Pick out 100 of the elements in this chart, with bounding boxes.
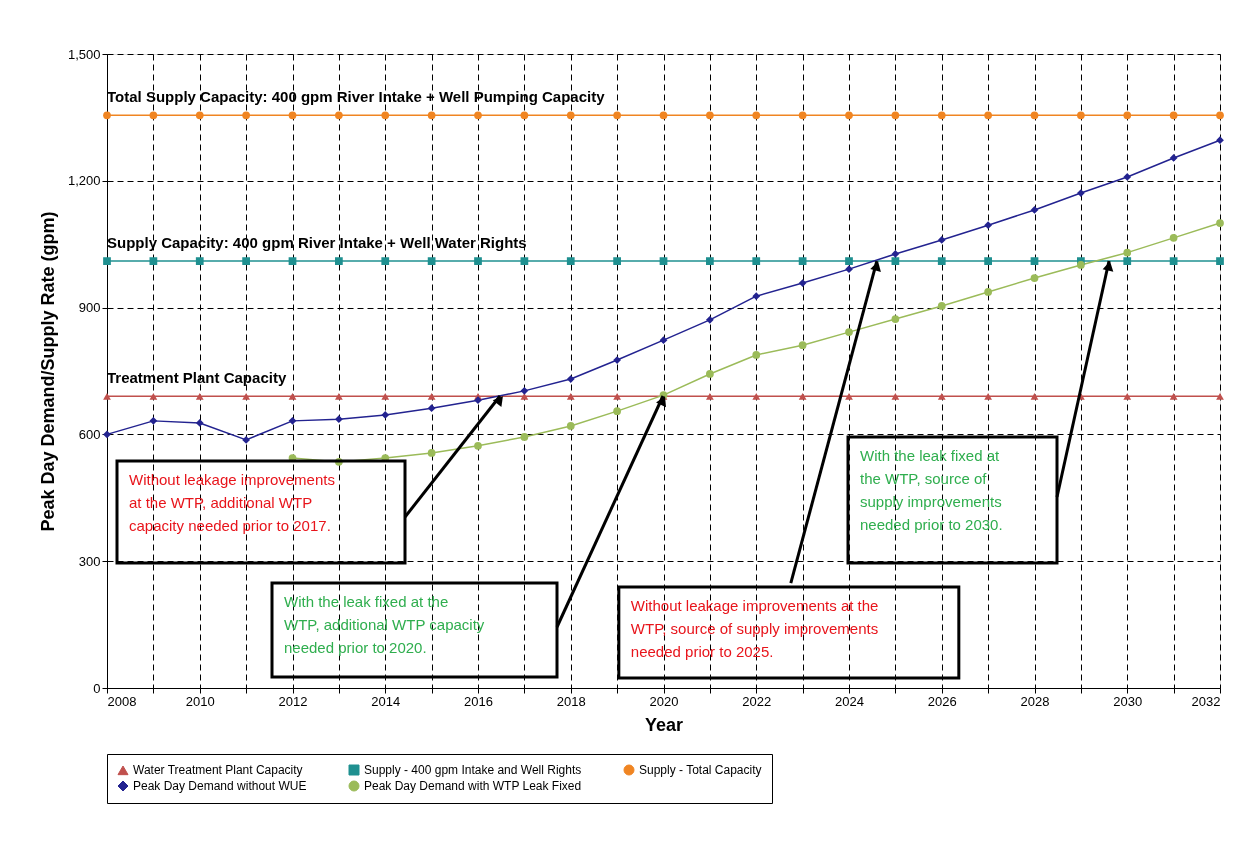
point bbox=[937, 302, 946, 310]
x-tick-label: 2026 bbox=[927, 693, 957, 709]
y-tick-label: 300 bbox=[78, 553, 101, 569]
point bbox=[103, 393, 111, 400]
point bbox=[1216, 393, 1224, 400]
point bbox=[613, 407, 621, 416]
point bbox=[891, 111, 900, 120]
point bbox=[1030, 111, 1039, 120]
point bbox=[984, 393, 992, 400]
point bbox=[1123, 393, 1132, 400]
point bbox=[427, 257, 436, 265]
point bbox=[706, 111, 714, 120]
point bbox=[149, 257, 158, 265]
point bbox=[613, 393, 621, 400]
legend-label: Peak Day Demand with WTP Leak Fixed bbox=[364, 779, 582, 793]
point bbox=[798, 279, 807, 287]
point bbox=[659, 257, 668, 265]
point bbox=[937, 236, 946, 244]
point bbox=[1169, 154, 1178, 162]
point bbox=[474, 257, 482, 265]
point bbox=[937, 393, 946, 400]
point bbox=[427, 111, 436, 120]
annotation: With the leak fixed at the WTP, source of supply improvements needed prior to 2030. bbox=[860, 447, 1003, 533]
point bbox=[566, 422, 575, 430]
point bbox=[427, 393, 436, 400]
point bbox=[1123, 248, 1132, 257]
point bbox=[381, 111, 390, 120]
point bbox=[891, 315, 900, 323]
point bbox=[1077, 189, 1085, 197]
point bbox=[1030, 206, 1039, 214]
y-tick-label: 600 bbox=[78, 426, 101, 442]
point bbox=[288, 417, 297, 425]
point bbox=[381, 393, 390, 400]
point bbox=[1030, 274, 1039, 282]
point bbox=[845, 257, 853, 265]
point bbox=[752, 351, 761, 359]
point bbox=[937, 111, 946, 120]
x-tick-label: 2028 bbox=[1020, 693, 1050, 709]
point bbox=[752, 257, 761, 265]
point bbox=[242, 393, 250, 400]
annotation: Without leakage improvements at the WTP, additional WTP capacity needed prior to 2017. bbox=[129, 471, 335, 534]
x-tick-label: 2014 bbox=[371, 693, 401, 709]
point bbox=[520, 393, 529, 400]
point bbox=[242, 436, 250, 444]
point bbox=[195, 257, 204, 265]
x-tick-label: 2018 bbox=[556, 693, 586, 709]
x-tick-label: 2032 bbox=[1191, 693, 1221, 709]
point bbox=[149, 393, 158, 400]
legend-label: Peak Day Demand without WUE bbox=[133, 779, 307, 793]
point bbox=[845, 111, 853, 120]
point bbox=[984, 111, 992, 120]
point bbox=[335, 393, 343, 400]
point bbox=[1216, 219, 1224, 227]
point bbox=[1169, 233, 1178, 242]
point bbox=[566, 111, 575, 120]
point bbox=[335, 415, 343, 424]
x-tick-label: 2008 bbox=[107, 693, 137, 709]
point bbox=[1169, 257, 1178, 265]
annotation: Supply Capacity: 400 gpm River Intake + Well Water Rights bbox=[107, 234, 527, 252]
point bbox=[288, 111, 297, 120]
annotation: Treatment Plant Capacity bbox=[107, 369, 287, 387]
point bbox=[195, 393, 204, 400]
legend-label: Supply - 400 gpm Intake and Well Rights bbox=[364, 763, 582, 777]
point bbox=[706, 315, 714, 324]
point bbox=[195, 419, 204, 427]
point bbox=[752, 393, 761, 400]
point bbox=[845, 393, 853, 400]
point bbox=[1169, 111, 1178, 120]
point bbox=[149, 111, 158, 120]
point bbox=[798, 111, 807, 120]
point bbox=[103, 257, 111, 265]
point bbox=[474, 441, 482, 450]
point bbox=[1216, 257, 1224, 265]
point bbox=[613, 111, 621, 120]
annotation: Without leakage improvements at the WTP, source of supply improvements needed prior to 2025. bbox=[630, 597, 879, 661]
y-tick-label: 1,500 bbox=[67, 46, 101, 62]
point bbox=[798, 341, 807, 350]
point bbox=[891, 393, 900, 400]
point bbox=[381, 257, 390, 265]
point bbox=[891, 257, 900, 265]
point bbox=[288, 257, 297, 265]
point bbox=[242, 111, 250, 120]
x-tick-label: 2022 bbox=[742, 693, 772, 709]
point bbox=[520, 433, 529, 441]
legend-label: Water Treatment Plant Capacity bbox=[133, 763, 303, 778]
x-tick-label: 2020 bbox=[649, 693, 679, 709]
point bbox=[798, 257, 807, 265]
x-tick-label: 2012 bbox=[278, 693, 308, 709]
point bbox=[1030, 257, 1039, 265]
point bbox=[566, 257, 575, 265]
x-tick-label: 2016 bbox=[464, 693, 493, 709]
point bbox=[103, 111, 111, 120]
legend-label: Supply - Total Capacity bbox=[639, 763, 762, 777]
point bbox=[984, 257, 992, 265]
point bbox=[937, 257, 946, 265]
point bbox=[520, 257, 529, 265]
point bbox=[1123, 173, 1132, 181]
point bbox=[891, 250, 900, 258]
point bbox=[427, 449, 436, 457]
annotation: With the leak fixed at the WTP, additional WTP capacity needed prior to 2020. bbox=[284, 593, 485, 656]
